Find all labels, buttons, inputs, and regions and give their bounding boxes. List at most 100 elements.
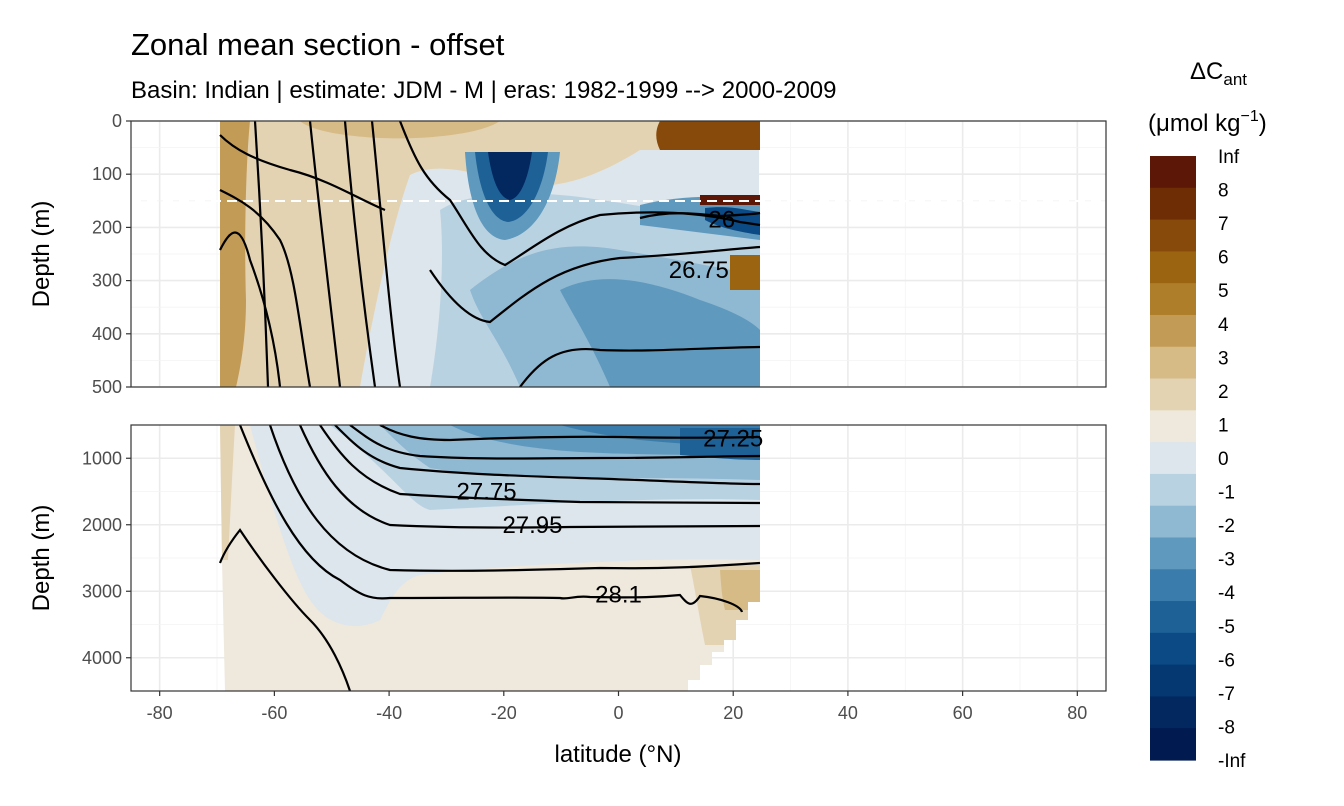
fill-lower-tan-patch: [720, 570, 760, 610]
colorbar-swatch: [1150, 601, 1196, 634]
isopycnal-upper-3: [219, 231, 282, 387]
colorbar-swatch: [1150, 632, 1196, 666]
x-tick-label: 40: [838, 703, 858, 723]
fill-upper-coastal-warm: [220, 121, 760, 387]
legend-tick-label: -5: [1218, 617, 1235, 638]
chart-subtitle: Basin: Indian | estimate: JDM - M | eras…: [131, 77, 837, 104]
y-tick-label: 4000: [82, 648, 122, 668]
lower-isopycnals: [218, 425, 761, 691]
colorbar-swatch: [1150, 696, 1196, 729]
lower-y-ticks: 1000 2000 3000 4000: [82, 448, 131, 668]
fill-lower-core: [680, 428, 760, 460]
legend-title-main: ΔC: [1190, 58, 1223, 85]
colorbar-swatch: [1150, 410, 1196, 443]
legend-tick-label: 8: [1218, 181, 1229, 202]
y-tick-label: 3000: [82, 581, 122, 601]
isopycnal-upper-1: [219, 134, 386, 212]
isopycnal-upper-2: [219, 189, 312, 387]
lower-panel-field: [220, 425, 760, 691]
x-tick-label: -20: [491, 703, 517, 723]
isopycnal-upper-9: [429, 245, 761, 324]
colorbar-swatch: [1150, 537, 1196, 570]
isopycnal-lower-8: [218, 528, 352, 691]
x-tick-label: -40: [376, 703, 402, 723]
fill-upper-east-brown: [730, 255, 760, 290]
y-axis-title-upper: Depth (m): [28, 201, 55, 308]
fill-upper-east-surface-brown: [656, 121, 760, 150]
colorbar-swatch: [1150, 442, 1196, 475]
isopycnal-lower-6: [268, 425, 761, 572]
legend-tick-label: -6: [1218, 650, 1235, 671]
contour-label: 27.75: [457, 479, 517, 506]
legend-title-subscript: ant: [1223, 70, 1247, 89]
lower-panel: 1000 2000 3000 4000 -80 -60 -40 -20 0 20 40 60 80: [82, 424, 1107, 723]
legend-tick-label: -4: [1218, 583, 1235, 604]
isopycnal-upper-5: [308, 121, 342, 387]
fill-upper-deep-band: [560, 279, 760, 387]
isopycnal-lower-7: [238, 425, 744, 613]
isopycnal-upper-4: [253, 121, 270, 387]
colorbar-swatch: [1150, 251, 1196, 284]
chart-title: Zonal mean section - offset: [131, 27, 505, 62]
x-ticks: -80 -60 -40 -20 0 20 40 60 80: [147, 691, 1087, 723]
isopycnal-upper-10: [519, 345, 761, 387]
contour-label: 26.75: [669, 257, 729, 284]
y-tick-label: 100: [92, 164, 122, 184]
isopycnal-lower-2: [349, 425, 761, 460]
colorbar: Inf 8 7 6 5 4 3 2 1 0 -1 -2 -3 -4 -5 -6 -7 -8 -Inf: [1150, 147, 1246, 772]
colorbar-swatch: [1150, 187, 1196, 221]
isopycnal-upper-11: [639, 211, 761, 220]
colorbar-legend: ΔCant (μmol kg−1) Inf 8 7 6 5 4 3 2 1 0 -1 -2 -3 -4 -5…: [1148, 58, 1267, 772]
y-tick-label: 200: [92, 217, 122, 237]
contour-label: 27.95: [502, 512, 562, 539]
legend-tick-label: -Inf: [1218, 751, 1246, 772]
x-tick-label: -80: [147, 703, 173, 723]
fill-upper-blob-core: [488, 152, 532, 200]
fill-lower-west-warm: [220, 425, 235, 560]
legend-tick-label: -8: [1218, 717, 1235, 738]
colorbar-swatch: [1150, 728, 1196, 761]
colorbar-swatch: [1150, 505, 1196, 539]
legend-tick-label: 2: [1218, 382, 1229, 403]
x-tick-label: 60: [953, 703, 973, 723]
legend-unit: (μmol kg−1): [1148, 108, 1267, 137]
colorbar-swatch: [1150, 314, 1196, 348]
isopycnal-lower-1: [379, 425, 761, 442]
colorbar-swatch: [1150, 283, 1196, 316]
isopycnal-upper-6: [343, 121, 377, 387]
isopycnal-lower-3: [334, 425, 761, 486]
y-tick-label: 0: [112, 111, 122, 131]
legend-tick-label: -2: [1218, 516, 1235, 537]
x-axis-title: latitude (°N): [555, 741, 682, 768]
legend-tick-label: Inf: [1218, 147, 1240, 168]
legend-tick-label: 5: [1218, 281, 1229, 302]
legend-unit-superscript: −1: [1241, 108, 1259, 125]
legend-tick-label: 7: [1218, 214, 1229, 235]
colorbar-swatch: [1150, 156, 1196, 189]
legend-tick-label: 1: [1218, 415, 1229, 436]
colorbar-swatch: [1150, 664, 1196, 698]
colorbar-swatch: [1150, 219, 1196, 252]
legend-unit-prefix: (μmol kg: [1148, 110, 1241, 137]
upper-panel-frame: [130, 120, 1107, 388]
upper-y-ticks: 0 100 200 300 400 500: [92, 111, 131, 397]
x-tick-label: 0: [613, 703, 623, 723]
legend-tick-label: -3: [1218, 550, 1235, 571]
fill-upper-surface-tan: [300, 121, 500, 139]
isopycnal-upper-7: [370, 121, 402, 387]
isopycnal-upper-8: [398, 121, 761, 267]
legend-tick-label: 0: [1218, 449, 1229, 470]
fill-upper-coastal-brown: [220, 121, 250, 387]
contour-label: 27.25: [703, 425, 763, 452]
isopycnal-lower-4: [319, 425, 761, 505]
x-tick-label: 80: [1067, 703, 1087, 723]
y-tick-label: 400: [92, 324, 122, 344]
legend-tick-label: 6: [1218, 248, 1229, 269]
y-tick-label: 300: [92, 271, 122, 291]
x-tick-label: 20: [723, 703, 743, 723]
x-tick-label: -60: [261, 703, 287, 723]
upper-isopycnals: [219, 121, 761, 387]
legend-tick-label: -7: [1218, 684, 1235, 705]
colorbar-swatch: [1150, 378, 1196, 411]
y-tick-label: 1000: [82, 448, 122, 468]
